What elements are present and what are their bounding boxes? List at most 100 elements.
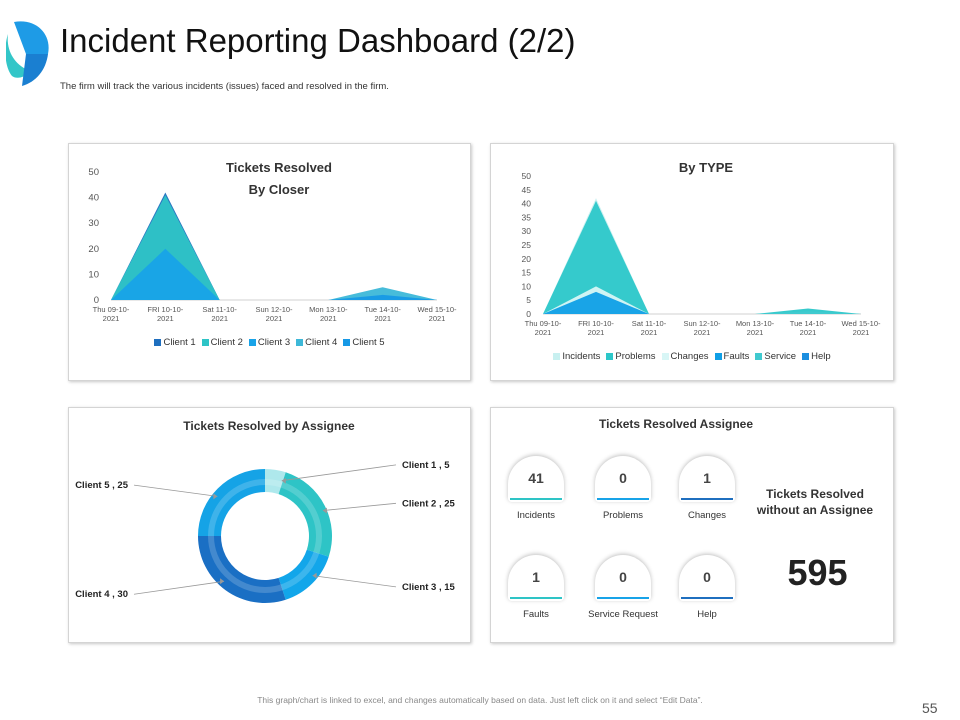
y-tick-label: 15 [522, 268, 532, 278]
stat-faults: 1 Faults [501, 555, 571, 620]
y-tick-label: 30 [88, 218, 99, 229]
donut-label-client-2: Client 2 , 25 [402, 498, 456, 509]
stat-label: Changes [687, 510, 727, 521]
legend-label: Changes [670, 351, 709, 362]
leader-arrow [281, 477, 286, 484]
stat-value: 0 [703, 569, 711, 585]
y-tick-label: 50 [522, 171, 532, 181]
x-tick-label: Wed 15-10-2021 [841, 319, 881, 337]
donut-slice-client-4[interactable] [198, 536, 286, 603]
stat-label: Problems [602, 510, 644, 521]
x-tick-label: Thu 09-10-2021 [525, 319, 562, 337]
legend-swatch [661, 353, 669, 360]
leader-line [133, 484, 218, 497]
leader-line [133, 580, 225, 595]
legend-label: Client 1 [163, 337, 196, 348]
legend-swatch [154, 339, 162, 346]
legend-swatch [755, 353, 763, 360]
legend-label: Faults [723, 351, 750, 362]
assignee-donut-card[interactable]: Tickets Resolved by Assignee Client 1 , … [68, 407, 471, 643]
donut-label-client-1: Client 1 , 5 [402, 460, 450, 471]
legend-swatch [248, 339, 256, 346]
closer-chart-card[interactable]: Tickets Resolved By Closer 0 10 20 30 40 50 Th… [68, 143, 471, 381]
leader-arrow [322, 507, 327, 514]
legend-swatch [201, 339, 209, 346]
area-series-client-4[interactable] [111, 287, 437, 300]
x-tick-label: FRI 10-10-2021 [578, 319, 614, 337]
type-area-chart: 0 5 10 15 20 25 30 35 40 45 50 Thu 09-10-2021 FRI 10… [522, 171, 881, 337]
stat-help: 0 Help [672, 555, 742, 620]
x-tick-label: Mon 13-10-2021 [309, 305, 348, 323]
legend-item-client-4: Client 4 [296, 337, 337, 348]
x-tick-label: Wed 15-10-2021 [417, 305, 457, 323]
stat-bar [597, 498, 649, 500]
legend-swatch [553, 353, 561, 360]
y-tick-label: 35 [522, 212, 532, 222]
legend-item-client-2: Client 2 [201, 337, 243, 348]
x-tick-label: Sat 11-10-2021 [632, 319, 667, 337]
legend-item-client-1: Client 1 [154, 337, 196, 348]
legend-swatch [606, 353, 614, 360]
legend-label: Problems [615, 351, 656, 362]
y-tick-label: 20 [88, 244, 99, 255]
stat-bar [510, 498, 562, 500]
legend-item-client-3: Client 3 [248, 337, 290, 348]
donut-inner-ring [208, 479, 322, 593]
donut-slice-client-3[interactable] [278, 549, 329, 600]
y-tick-label: 5 [526, 295, 531, 305]
stat-value: 41 [528, 470, 544, 486]
page-title: Incident Reporting Dashboard (2/2) [60, 22, 576, 59]
type-chart-title: By TYPE [678, 160, 734, 175]
type-chart-card[interactable]: By TYPE 0 5 10 15 20 25 30 35 40 45 50 Thu 09-10-20… [490, 143, 894, 381]
area-series-faults[interactable] [543, 291, 861, 314]
x-tick-label: Tue 14-10-2021 [364, 305, 401, 323]
legend-item-problems: Problems [606, 351, 656, 362]
area-series-client-2[interactable] [111, 195, 437, 300]
legend-label: Client 5 [352, 337, 385, 348]
legend-label: Service [764, 351, 797, 362]
unassigned-title: Tickets Resolved without an Assignee [756, 487, 874, 517]
donut-slice-client-5[interactable] [198, 469, 265, 536]
x-tick-label: FRI 10-10-2021 [147, 305, 183, 323]
x-tick-label: Sun 12-10-2021 [255, 305, 293, 323]
leader-line [312, 575, 397, 588]
donut-slice-client-1[interactable] [265, 469, 286, 495]
stat-bar [681, 597, 733, 599]
stat-value: 0 [619, 569, 627, 585]
footer-note: This graph/chart is linked to excel, and… [257, 695, 703, 705]
donut-label-client-3: Client 3 , 15 [402, 582, 456, 593]
stat-label: Service Request [588, 609, 658, 620]
stat-value: 0 [619, 470, 627, 486]
y-tick-label: 0 [94, 295, 99, 306]
legend-item-incidents: Incidents [553, 351, 600, 362]
donut-slice-client-2[interactable] [278, 472, 332, 557]
donut-label-client-5: Client 5 , 25 [75, 480, 129, 491]
y-tick-label: 20 [522, 254, 532, 264]
legend-label: Client 4 [305, 337, 338, 348]
donut-label-client-4: Client 4 , 30 [75, 589, 128, 600]
stat-label: Incidents [516, 510, 556, 521]
y-tick-label: 40 [522, 199, 532, 209]
x-tick-label: Tue 14-10-2021 [790, 319, 827, 337]
closer-chart-subtitle: By Closer [248, 182, 310, 197]
assignee-stats-card: Tickets Resolved Assignee [490, 407, 894, 643]
stat-service-request: 0 Service Request [588, 555, 658, 620]
stat-value: 1 [703, 470, 711, 486]
legend-swatch [714, 353, 722, 360]
stat-bar [510, 597, 562, 599]
legend-label: Incidents [562, 351, 601, 362]
legend-swatch [296, 339, 304, 346]
area-series-client-5[interactable] [111, 294, 437, 300]
y-tick-label: 25 [522, 240, 532, 250]
leader-line [281, 464, 397, 482]
stat-bar [681, 498, 733, 500]
y-tick-label: 30 [522, 226, 532, 236]
leader-arrow [213, 493, 218, 500]
area-series-problems[interactable] [543, 200, 861, 314]
leader-line [322, 502, 397, 511]
leader-arrow [312, 572, 317, 579]
area-series-service[interactable] [543, 311, 861, 314]
legend-label: Help [811, 351, 831, 362]
area-series-client-3[interactable] [111, 248, 437, 300]
x-tick-label: Mon 13-10-2021 [736, 319, 775, 337]
